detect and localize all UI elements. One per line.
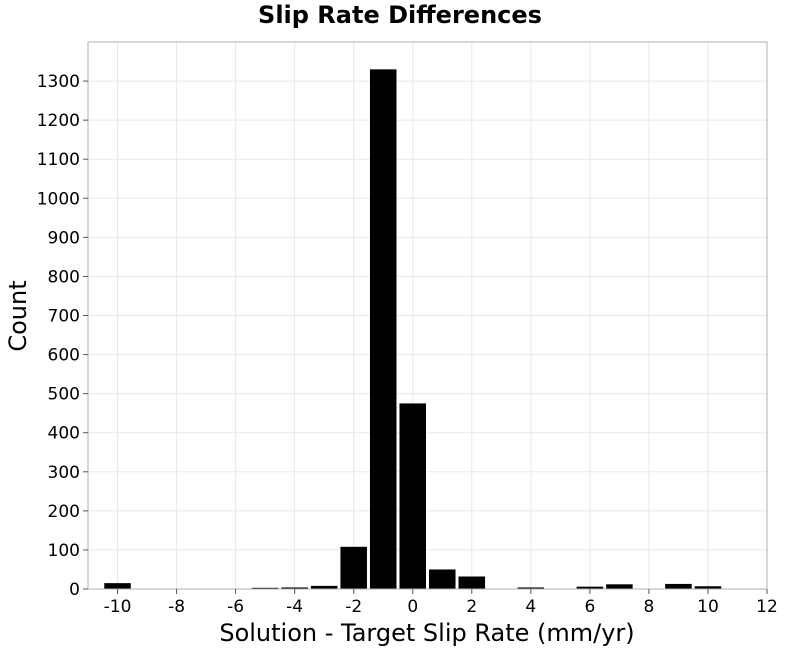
y-tick-label: 1100 — [37, 150, 80, 170]
x-axis-ticks: -10 -8 -6 -4 -2 0 2 4 6 8 10 12 — [104, 589, 778, 617]
x-tick-label: 0 — [407, 597, 418, 617]
histogram-bar — [369, 69, 397, 590]
grid-lines — [88, 42, 768, 590]
x-tick-label: -8 — [168, 597, 185, 617]
x-tick-label: 6 — [584, 597, 595, 617]
bars — [104, 69, 722, 590]
x-tick-label: 2 — [466, 597, 477, 617]
y-tick-label: 300 — [48, 463, 80, 483]
x-axis-label: Solution - Target Slip Rate (mm/yr) — [219, 619, 634, 647]
x-tick-label: -6 — [227, 597, 244, 617]
histogram-bar — [606, 584, 633, 589]
x-tick-label: 12 — [756, 597, 778, 617]
y-tick-label: 1200 — [37, 111, 80, 131]
x-tick-label: -10 — [104, 597, 132, 617]
histogram-bar — [429, 569, 456, 589]
histogram-bar — [281, 587, 308, 589]
y-tick-label: 800 — [48, 267, 80, 287]
y-tick-label: 400 — [48, 424, 80, 444]
x-tick-label: -2 — [345, 597, 362, 617]
y-tick-label: 0 — [69, 580, 80, 600]
histogram-bar — [517, 587, 545, 589]
chart-title: Slip Rate Differences — [258, 1, 542, 29]
histogram-bar — [399, 403, 426, 589]
histogram-bar — [576, 586, 604, 589]
histogram-bar — [104, 583, 131, 589]
x-tick-label: 10 — [697, 597, 719, 617]
y-tick-label: 900 — [48, 228, 80, 248]
y-axis-label: Count — [4, 280, 32, 351]
histogram-bar — [251, 587, 279, 589]
x-tick-label: -4 — [286, 597, 303, 617]
y-tick-label: 200 — [48, 502, 80, 522]
histogram-bar — [310, 585, 338, 589]
y-tick-label: 600 — [48, 346, 80, 366]
y-tick-label: 100 — [48, 541, 80, 561]
histogram-bar — [694, 586, 722, 589]
x-tick-label: 4 — [525, 597, 536, 617]
y-axis-ticks: 0 100 200 300 400 500 600 700 800 900 1000 1100 1200… — [37, 72, 88, 600]
y-tick-label: 700 — [48, 307, 80, 327]
histogram-bar — [340, 546, 367, 589]
y-tick-label: 500 — [48, 385, 80, 405]
histogram-bar — [665, 583, 692, 589]
y-tick-label: 1000 — [37, 189, 80, 209]
x-tick-label: 8 — [643, 597, 654, 617]
histogram-bar — [458, 576, 486, 589]
y-tick-label: 1300 — [37, 72, 80, 92]
